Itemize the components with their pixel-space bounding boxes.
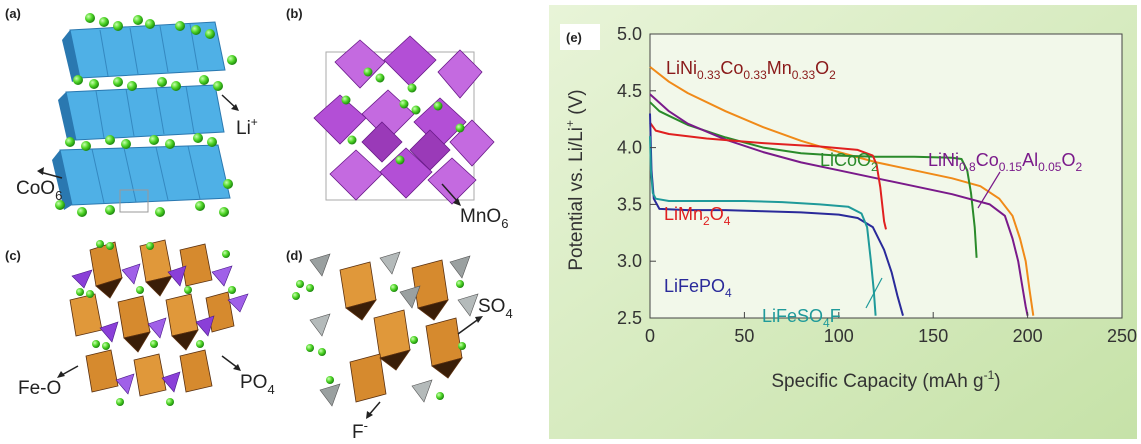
series-labels: LiNi0.33Co0.33Mn0.33O2 LiCoO2 LiNi0.8Co0.1… xyxy=(664,58,1082,330)
x-tick-label: 50 xyxy=(734,326,754,346)
series-line-5 xyxy=(649,136,877,316)
li-atoms-b xyxy=(341,67,465,165)
x-tick-label: 150 xyxy=(918,326,948,346)
series-label-2: LiNi0.8Co0.15Al0.05O2 xyxy=(928,150,1082,174)
series-line-3 xyxy=(649,122,887,230)
series-line-1 xyxy=(649,101,978,258)
y-axis-label: Potential vs. Li/Li+ (V) xyxy=(563,89,587,270)
feo4f2-octahedra xyxy=(339,259,463,403)
panel-d-label: (d) xyxy=(286,248,303,263)
y-tick-label: 4.5 xyxy=(617,81,642,101)
series-line-2 xyxy=(649,93,1029,316)
chart-panel-label: (e) xyxy=(566,30,582,45)
panel-c-label: (c) xyxy=(5,248,21,263)
series-label-leader xyxy=(977,171,1001,209)
y-tick-label: 2.5 xyxy=(617,308,642,328)
series-line-4 xyxy=(649,113,904,316)
panel-b-label: (b) xyxy=(286,6,303,21)
series-label-5: LiFeSO4F xyxy=(762,306,841,330)
x-tick-label: 100 xyxy=(824,326,854,346)
po4-tetrahedra xyxy=(71,263,249,395)
series-line-0 xyxy=(649,66,1035,316)
annotation-coo6: CoO6 xyxy=(16,178,62,203)
coo6-layers xyxy=(52,21,231,213)
panel-a: (a) Li+ CoO6 xyxy=(5,6,258,217)
feo-polyhedra xyxy=(69,239,235,397)
chart-label-box xyxy=(560,24,600,50)
mno6-octahedra xyxy=(313,35,495,205)
panel-c: (c) xyxy=(5,239,275,406)
series-label-1: LiCoO2 xyxy=(820,150,878,174)
ticks-layer: 0 50 100 150 200 250 2.5 3.0 3.5 4.0 4.5 5.0 xyxy=(617,24,1137,346)
y-tick-label: 3.0 xyxy=(617,251,642,271)
so4-tetrahedra xyxy=(309,251,479,407)
li-atoms-c xyxy=(76,240,236,406)
x-tick-label: 200 xyxy=(1013,326,1043,346)
annotation-fluoride: F- xyxy=(352,418,368,443)
li-atoms-a xyxy=(55,13,237,217)
annotation-fe-o: Fe-O xyxy=(18,378,61,399)
panel-d: (d) SO4 F- xyxy=(286,248,513,443)
annotation-so4: SO4 xyxy=(478,296,513,321)
x-axis-label: Specific Capacity (mAh g-1) xyxy=(771,368,1000,392)
series-layer xyxy=(649,66,1035,316)
li-atoms-d xyxy=(292,280,466,400)
chart-panel-e: (e) 0 50 100 150 200 250 2.5 3.0 3.5 4.0 4.5 5.0 Li… xyxy=(549,5,1137,439)
y-tick-label: 4.0 xyxy=(617,138,642,158)
annotation-po4: PO4 xyxy=(240,372,275,397)
series-label-4: LiFePO4 xyxy=(664,276,732,300)
series-label-3: LiMn2O4 xyxy=(664,204,731,228)
series-label-0: LiNi0.33Co0.33Mn0.33O2 xyxy=(666,58,836,82)
annotation-li-plus: Li+ xyxy=(236,115,258,139)
x-tick-label: 250 xyxy=(1107,326,1137,346)
panel-a-label: (a) xyxy=(5,6,21,21)
x-tick-label: 0 xyxy=(645,326,655,346)
y-tick-label: 5.0 xyxy=(617,24,642,44)
y-tick-label: 3.5 xyxy=(617,194,642,214)
series-label-leader xyxy=(865,277,883,309)
panel-b: (b) MnO6 xyxy=(286,6,508,231)
annotation-mno6: MnO6 xyxy=(460,206,508,231)
plot-area xyxy=(649,33,1123,319)
